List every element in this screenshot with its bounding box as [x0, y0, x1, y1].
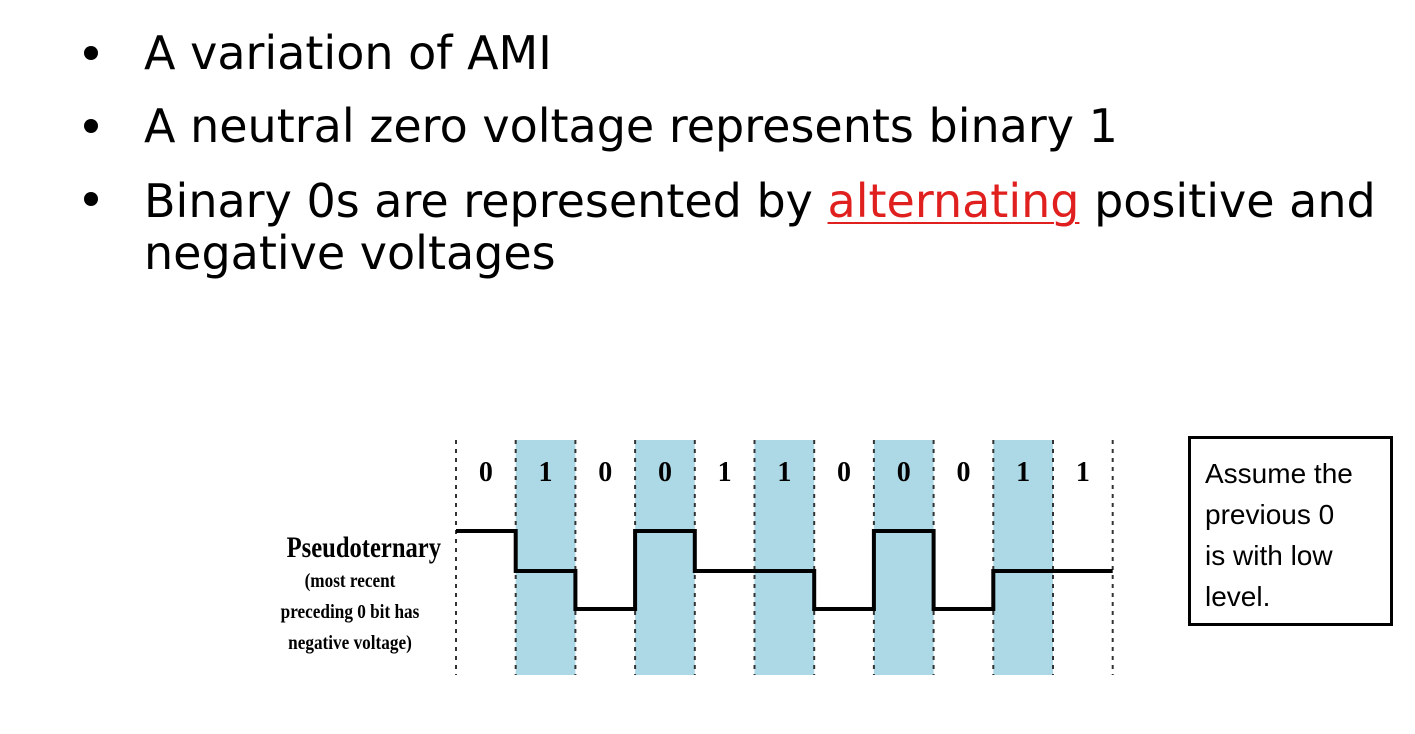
- bit-shade: [993, 440, 1053, 675]
- bit-shade: [873, 440, 934, 675]
- bullet-dot-icon: [84, 46, 98, 60]
- bit-label: 0: [956, 457, 970, 488]
- bullet-item: Binary 0s are represented by alternating…: [84, 174, 1394, 280]
- bit-label: 1: [1076, 457, 1090, 488]
- encoding-label: Pseudoternary: [287, 531, 442, 564]
- note-line: Assume the: [1205, 458, 1353, 489]
- bit-shade: [515, 440, 576, 675]
- bullet-text: Binary 0s are represented by: [144, 174, 828, 228]
- bullet-text: A variation of AMI: [144, 26, 552, 80]
- encoding-sublabel-3: negative voltage): [288, 632, 412, 655]
- bit-label: 1: [539, 457, 553, 488]
- bullet-item: A variation of AMI: [84, 30, 1394, 76]
- note-line: level.: [1205, 581, 1271, 613]
- note-line: is with low: [1205, 540, 1333, 572]
- bit-label: 0: [658, 457, 672, 488]
- bullet-text: A neutral zero voltage represents binary…: [144, 99, 1118, 153]
- assumption-note: Assume the previous 0 is with low level.: [1188, 436, 1393, 626]
- encoding-sublabel-1: (most recent: [305, 570, 397, 593]
- bit-label: 0: [479, 457, 493, 488]
- bullet-item: A neutral zero voltage represents binary…: [84, 103, 1394, 149]
- bullet-list: A variation of AMI A neutral zero voltag…: [84, 30, 1394, 306]
- bit-shading: [515, 440, 1053, 675]
- bit-label: 0: [598, 457, 612, 488]
- encoding-sublabel-2: preceding 0 bit has: [281, 601, 420, 624]
- bit-shade: [635, 440, 695, 675]
- bit-label: 0: [897, 457, 911, 488]
- bullet-dot-icon: [84, 192, 98, 206]
- note-line: previous 0: [1205, 499, 1335, 531]
- bit-label: 0: [837, 457, 851, 488]
- bit-shade: [754, 440, 815, 675]
- bullet-dot-icon: [84, 119, 98, 133]
- bit-labels: 0 1 0 0 1 1 0 0 0 1 1: [479, 457, 1090, 488]
- highlighted-word: alternating: [827, 174, 1080, 228]
- bit-label: 1: [718, 457, 732, 488]
- bit-label: 1: [777, 457, 791, 488]
- bit-label: 1: [1016, 457, 1030, 488]
- signal-waveform: [456, 529, 1113, 611]
- bullet-text: positive and negative voltages: [144, 174, 1376, 280]
